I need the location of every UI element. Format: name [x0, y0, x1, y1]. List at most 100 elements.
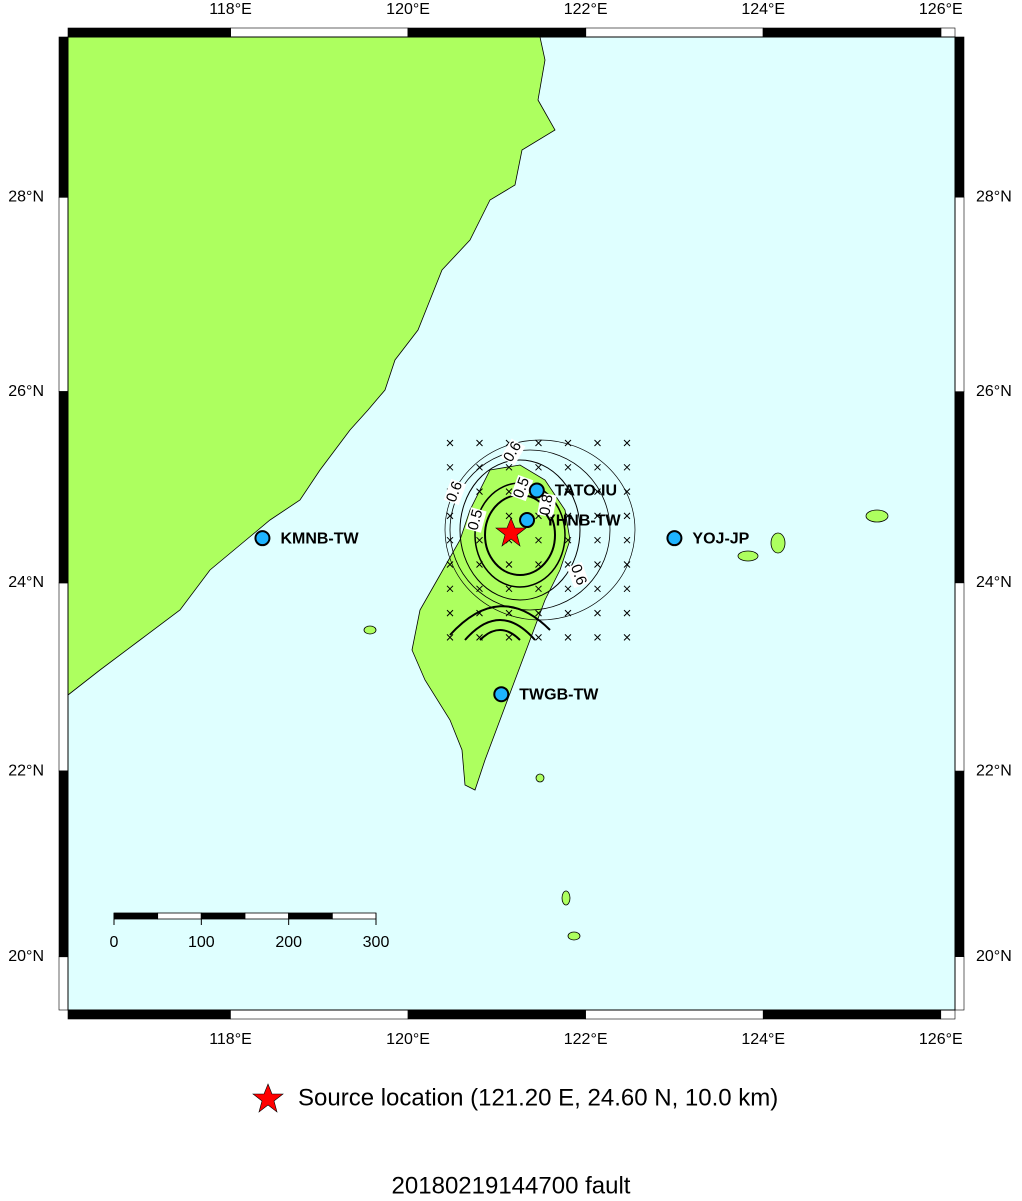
station	[493, 686, 510, 703]
frame-band	[58, 391, 69, 584]
cross	[535, 585, 542, 593]
legend-star	[252, 1083, 284, 1113]
station	[666, 530, 683, 547]
frame-band	[67, 27, 231, 38]
land	[67, 36, 889, 941]
cross	[623, 609, 631, 617]
scale-segment	[113, 912, 159, 920]
cross	[623, 585, 631, 593]
cross	[623, 439, 631, 447]
island	[865, 509, 889, 523]
x-tick-label: 118°E	[209, 1031, 252, 1048]
y-tick-label: 24°N	[976, 574, 1012, 591]
cross	[594, 634, 601, 641]
station	[519, 512, 536, 529]
y-tick-label: 20°N	[976, 948, 1012, 965]
cross	[446, 634, 454, 641]
taiwan	[411, 464, 571, 791]
cross	[476, 488, 483, 495]
cross	[564, 634, 572, 641]
x-tick-label: 122°E	[564, 1031, 608, 1048]
frame-band	[762, 1009, 942, 1020]
cross	[594, 585, 601, 593]
frame-band	[940, 27, 956, 38]
frame-band	[954, 770, 965, 957]
island	[561, 890, 571, 906]
y-tick-label: 22°N	[8, 762, 44, 779]
scale-label: 100	[188, 934, 215, 951]
x-tick-label: 120°E	[386, 1, 430, 18]
cross	[623, 536, 631, 544]
contour-label-bg	[510, 474, 534, 502]
contour	[459, 459, 581, 601]
cross	[535, 634, 542, 641]
cross	[564, 488, 572, 495]
station-label: KMNB-TW	[280, 530, 359, 547]
frame-band	[585, 27, 764, 38]
contour-label: 0.5	[510, 475, 533, 500]
scale-segment	[157, 912, 202, 920]
legend-text: Source location (121.20 E, 24.60 N, 10.0…	[298, 1084, 778, 1111]
island	[535, 773, 545, 783]
cross	[594, 536, 601, 544]
cross	[535, 439, 542, 447]
scale-label: 0	[110, 934, 119, 951]
frame-band	[58, 770, 69, 957]
frame-band	[407, 27, 586, 38]
y-tick-label: 26°N	[8, 383, 44, 400]
cross	[564, 463, 572, 471]
cross	[446, 536, 454, 544]
cross	[594, 609, 601, 617]
cross	[535, 609, 542, 617]
scale-segment	[288, 912, 333, 920]
contour-label-bg	[566, 561, 590, 589]
frame-band	[67, 1009, 231, 1020]
island	[737, 550, 759, 562]
y-tick-label: 26°N	[976, 383, 1012, 400]
contour-label-bg	[500, 438, 526, 466]
y-tick-label: 28°N	[8, 188, 44, 205]
contour-label: 0.8	[536, 493, 556, 516]
contour-label: 0.6	[567, 562, 590, 587]
map-border	[67, 36, 956, 1011]
cross	[623, 634, 631, 641]
frame-band	[58, 956, 69, 1011]
x-tick-label: 120°E	[386, 1031, 430, 1048]
island	[363, 625, 377, 635]
frame-band	[58, 36, 69, 198]
contour-label-bg	[537, 492, 557, 518]
contour-label-bg	[443, 478, 467, 506]
x-tick-label: 126°E	[919, 1, 963, 18]
figure-title: 20180219144700 fault	[392, 1172, 631, 1196]
cross	[594, 439, 601, 447]
scale-segment	[244, 912, 290, 920]
grid-points	[446, 439, 631, 641]
cross	[623, 512, 631, 520]
frame-band	[58, 582, 69, 772]
y-tick-label: 22°N	[976, 762, 1012, 779]
cross	[594, 561, 601, 568]
mainland-coast	[67, 36, 556, 696]
scale-segment	[200, 912, 246, 920]
frame-band	[762, 27, 942, 38]
scale-label: 200	[275, 934, 302, 951]
cross	[564, 439, 572, 447]
cross	[446, 463, 454, 471]
cross	[505, 463, 513, 471]
cross	[446, 585, 454, 593]
frame-band	[585, 1009, 764, 1020]
station-label: YOJ-JP	[692, 530, 749, 547]
contour	[449, 449, 611, 611]
frame-band	[940, 1009, 956, 1020]
cross	[505, 609, 513, 617]
cross	[446, 561, 454, 568]
frame-band	[954, 582, 965, 772]
y-tick-label: 20°N	[8, 948, 44, 965]
frame-band	[954, 36, 965, 198]
cross	[564, 536, 572, 544]
scale-label: 300	[363, 934, 390, 951]
scale-segment	[331, 912, 377, 920]
frame-band	[954, 956, 965, 1011]
x-tick-label: 122°E	[564, 1, 608, 18]
